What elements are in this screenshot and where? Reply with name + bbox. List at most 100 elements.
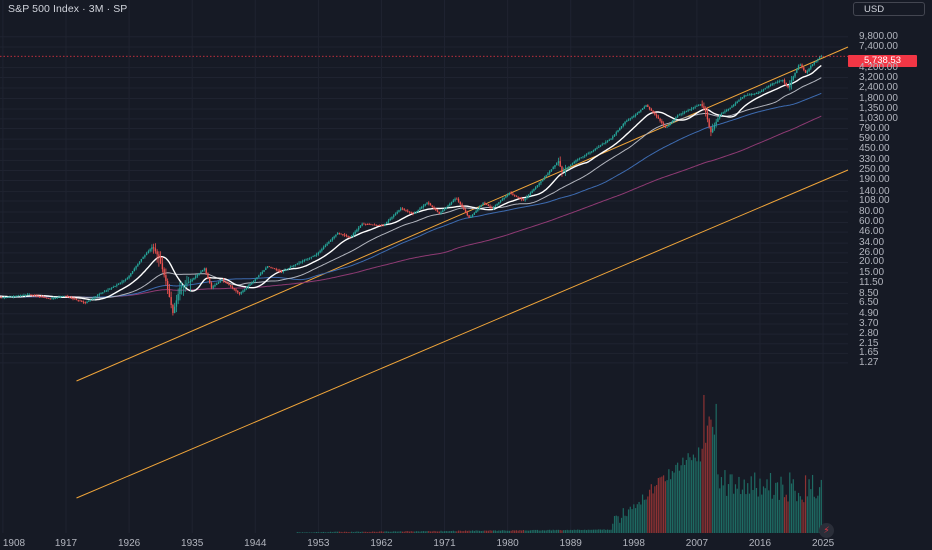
volume-bar xyxy=(743,479,745,533)
candle xyxy=(412,212,414,214)
lightning-icon[interactable]: ⚡ xyxy=(819,523,834,538)
candle xyxy=(790,80,793,84)
candle xyxy=(475,210,477,213)
candle xyxy=(792,76,794,81)
candle xyxy=(596,147,598,149)
candle xyxy=(209,278,211,283)
volume-bar xyxy=(396,531,398,533)
candle xyxy=(683,111,686,113)
volume-bar xyxy=(797,492,800,533)
volume-bar xyxy=(705,442,707,533)
candle xyxy=(270,266,272,268)
y-tick-label: 9,800.00 xyxy=(859,30,898,42)
volume-bar xyxy=(393,531,395,533)
candle xyxy=(689,109,691,111)
candle xyxy=(547,173,549,176)
candle xyxy=(694,106,696,108)
volume-bar xyxy=(449,531,451,533)
candle xyxy=(268,266,270,268)
volume-bar xyxy=(740,494,742,533)
candle xyxy=(757,92,759,94)
candle xyxy=(405,209,407,211)
candle xyxy=(752,93,754,95)
candle xyxy=(598,146,600,148)
volume-bar xyxy=(603,529,605,533)
candle xyxy=(170,297,172,306)
volume-bar xyxy=(706,425,709,533)
candle xyxy=(725,110,728,112)
candle xyxy=(228,283,230,286)
candle xyxy=(445,207,447,209)
candle xyxy=(564,169,567,171)
candle xyxy=(273,268,276,270)
candle xyxy=(251,282,253,285)
x-tick-label: 2025 xyxy=(811,538,835,549)
candle xyxy=(133,268,136,271)
candle xyxy=(61,296,64,298)
candle xyxy=(799,64,801,66)
candle xyxy=(152,247,155,249)
candle xyxy=(203,268,206,270)
candle xyxy=(673,119,675,122)
candle xyxy=(266,266,269,269)
candle xyxy=(654,112,656,115)
candle xyxy=(214,285,216,287)
candle xyxy=(729,107,731,109)
candle xyxy=(370,224,372,226)
candle xyxy=(49,298,51,300)
candle xyxy=(107,289,109,291)
candle xyxy=(231,286,234,289)
volume-bar xyxy=(363,531,365,533)
volume-bar xyxy=(670,479,672,533)
candle xyxy=(51,298,53,300)
volume-bar xyxy=(727,484,730,533)
candle xyxy=(811,64,814,66)
volume-bar xyxy=(442,531,444,533)
y-tick-label: 4,200.00 xyxy=(859,61,898,73)
candle xyxy=(394,213,397,216)
candle xyxy=(515,195,518,197)
volume-bar xyxy=(468,530,470,533)
candle xyxy=(47,298,50,299)
volume-bar xyxy=(535,529,537,533)
volume-bar xyxy=(307,532,309,533)
x-tick-label: 1926 xyxy=(117,538,141,549)
volume-bar xyxy=(296,532,298,533)
y-tick-label: 140.00 xyxy=(859,185,890,197)
volume-bar xyxy=(606,529,609,533)
candle xyxy=(722,112,724,114)
candle xyxy=(126,278,129,280)
volume-bar xyxy=(787,501,789,533)
candle xyxy=(534,187,537,189)
y-tick-label: 80.00 xyxy=(859,205,885,217)
candle xyxy=(58,296,60,298)
candle xyxy=(298,262,300,264)
candle xyxy=(457,198,460,202)
volume-bar xyxy=(365,531,367,533)
y-tick-label: 46.00 xyxy=(859,226,885,238)
candle xyxy=(0,297,2,299)
candle xyxy=(482,202,484,205)
candle xyxy=(594,148,596,151)
candle xyxy=(627,119,630,121)
volume-bar xyxy=(769,472,772,533)
candle xyxy=(626,120,628,122)
volume-bar xyxy=(661,476,663,533)
volume-bar xyxy=(380,531,383,533)
candle xyxy=(396,211,398,214)
currency-button[interactable]: USD xyxy=(853,2,925,16)
volume-bar xyxy=(522,530,525,533)
candle xyxy=(261,271,263,274)
volume-bar xyxy=(326,532,328,533)
volume-bar xyxy=(631,509,633,533)
volume-bar xyxy=(577,529,579,533)
candle xyxy=(179,287,181,295)
candle xyxy=(67,296,69,298)
candle xyxy=(634,114,637,116)
volume-bar xyxy=(645,499,647,533)
candle xyxy=(680,113,682,115)
candle xyxy=(37,295,39,297)
candle xyxy=(389,218,391,221)
candle xyxy=(661,120,663,124)
